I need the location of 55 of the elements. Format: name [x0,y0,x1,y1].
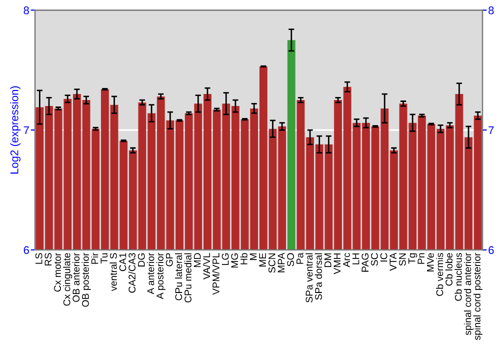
x-tick-label: VTA [390,252,396,271]
x-tick-label: VA/VL [202,253,210,280]
x-tick-label: Tu [100,253,108,264]
x-tick-label: Cb nucleus [454,253,462,301]
x-tick-label: MPA [278,252,285,272]
x-tick-label: Cb vermis [436,253,444,296]
y-axis-title: Log2 (expression) [10,86,20,174]
y2-tick-label: 7 [488,126,494,134]
y2-tick-label: 6 [488,246,494,254]
x-tick-label: ME [259,253,266,266]
y-tick-label: 7 [24,126,29,134]
x-tick-label: DM [324,253,332,267]
x-tick-label: SPa dorsal [314,253,322,300]
x-tick-label: spinal cord anterior [464,252,474,336]
x-tick-label: LG [222,253,229,265]
x-tick-label: MVe [427,253,434,272]
x-tick-label: Cx motor [54,252,61,292]
x-tick-label: OB posterior [82,252,91,307]
x-tick-label: SCN [268,253,276,273]
x-tick-label: LH [352,253,360,264]
y-tick-label: 8 [24,6,29,14]
x-tick-label: CA1 [119,253,126,272]
x-tick-label: spinal cord posterior [473,252,482,340]
x-tick-label: M [250,253,257,260]
x-tick-label: SO [287,253,294,266]
x-tick-label: A anterior [147,252,154,294]
x-tick-label: VPM/VPL [212,253,220,295]
x-tick-label: RS [44,253,52,266]
x-tick-label: Cb lobe [445,253,452,286]
x-tick-label: A posterior [156,252,166,300]
x-tick-label: LS [35,253,42,264]
x-tick-label: ventral S [110,253,117,292]
x-tick-label: Hb [240,253,248,264]
x-tick-label: MG [231,253,238,268]
x-tick-label: Cx cingulate [63,253,72,306]
y-tick-label: 6 [24,246,29,254]
x-tick-label: DG [138,253,145,266]
x-tick-label: VMH [334,253,341,274]
x-tick-label: CA2/CA3 [128,253,136,293]
x-tick-label: CPu lateral [174,253,182,300]
x-tick-label: SC [371,253,378,266]
x-tick-label: GP [166,253,173,266]
y2-tick-label: 8 [488,6,494,14]
x-tick-label: OB anterior [72,252,80,302]
x-tick-label: MD [194,253,201,267]
x-tick-label: Pir [91,252,98,264]
x-tick-label: SN [398,253,406,266]
x-tick-label: Tg [408,253,418,264]
x-tick-label: Pa [296,252,304,264]
x-tick-label: PAG [362,253,369,272]
x-tick-label: SPa ventral [305,253,313,302]
x-tick-label: IC [380,253,388,262]
x-tick-label: CPu medial [184,253,192,302]
x-tick-label: Arc [343,252,350,268]
x-tick-label: Pn [418,253,424,264]
